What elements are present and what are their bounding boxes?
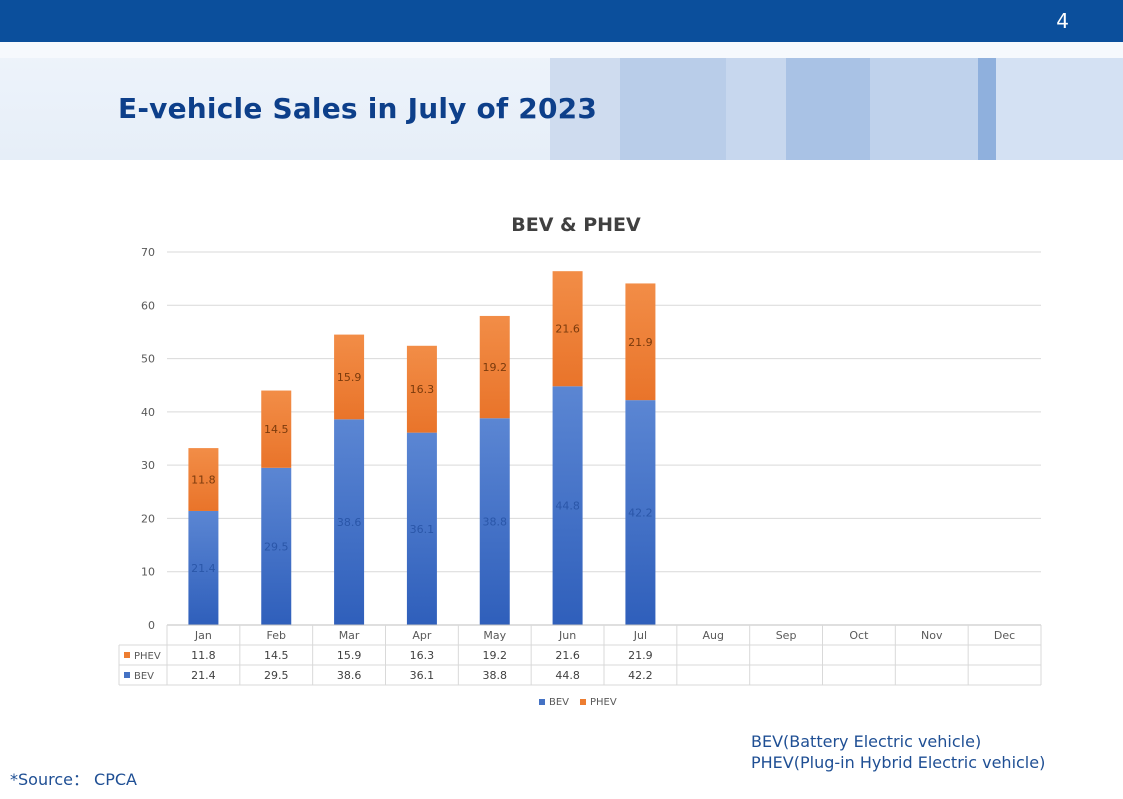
table-cell-value: 38.8 [483, 669, 508, 682]
banner-decoration [620, 58, 726, 160]
y-tick-label: 40 [141, 406, 155, 419]
bar-phev [261, 390, 292, 468]
x-category-label: Dec [994, 629, 1015, 642]
phev-note: PHEV(Plug-in Hybrid Electric vehicle) [751, 753, 1046, 772]
table-cell-value: 42.2 [628, 669, 653, 682]
banner-decoration [978, 58, 996, 160]
bar-phev [406, 345, 437, 433]
data-label-phev: 15.9 [337, 371, 362, 384]
page-title: E-vehicle Sales in July of 2023 [118, 92, 598, 125]
banner-decoration [996, 58, 1123, 160]
x-category-label: Nov [921, 629, 943, 642]
data-label-bev: 36.1 [410, 523, 435, 536]
bar-bev [406, 432, 437, 625]
legend-key-bev [539, 699, 545, 705]
table-legend-key [124, 652, 130, 658]
x-category-label: May [483, 629, 506, 642]
header-bar: 4 [0, 0, 1123, 42]
data-label-bev: 38.6 [337, 516, 362, 529]
data-label-bev: 29.5 [264, 540, 289, 553]
table-cell-value: 21.9 [628, 649, 653, 662]
y-tick-label: 10 [141, 566, 155, 579]
x-category-label: Oct [849, 629, 869, 642]
banner-decoration [726, 58, 786, 160]
table-cell-value: 38.6 [337, 669, 362, 682]
y-tick-label: 0 [148, 619, 155, 632]
table-cell-value: 15.9 [337, 649, 362, 662]
abbreviation-notes: BEV(Battery Electric vehicle) PHEV(Plug-… [751, 731, 1045, 773]
x-category-label: Jan [194, 629, 212, 642]
bar-phev [479, 315, 510, 419]
data-label-phev: 21.6 [555, 323, 580, 336]
x-category-label: Sep [776, 629, 797, 642]
bar-bev [261, 467, 292, 625]
bar-bev [188, 510, 219, 625]
table-series-name: PHEV [134, 651, 161, 662]
x-category-label: Apr [412, 629, 432, 642]
table-cell-value: 21.6 [555, 649, 580, 662]
table-cell-value: 36.1 [410, 669, 435, 682]
y-tick-label: 20 [141, 512, 155, 525]
table-cell-value: 14.5 [264, 649, 289, 662]
y-tick-label: 30 [141, 459, 155, 472]
legend-label-bev: BEV [549, 697, 569, 708]
data-label-phev: 16.3 [410, 383, 435, 396]
bar-bev [625, 400, 656, 625]
source-note: *Source： CPCA [10, 770, 137, 789]
table-cell-value: 44.8 [555, 669, 580, 682]
x-category-label: Feb [267, 629, 286, 642]
x-category-label: Aug [703, 629, 724, 642]
y-tick-label: 60 [141, 299, 155, 312]
y-tick-label: 70 [141, 246, 155, 259]
bar-phev [552, 271, 583, 387]
table-legend-key [124, 672, 130, 678]
banner-decoration [786, 58, 870, 160]
y-tick-label: 50 [141, 353, 155, 366]
page-number: 4 [1056, 9, 1069, 33]
bar-phev [188, 448, 219, 511]
banner-decoration [870, 58, 978, 160]
table-cell-value: 16.3 [410, 649, 435, 662]
bar-bev [552, 386, 583, 625]
banner-highlight [0, 42, 1123, 58]
banner-decoration [550, 58, 620, 160]
chart-title: BEV & PHEV [511, 214, 641, 236]
data-label-bev: 21.4 [191, 562, 216, 575]
data-label-bev: 38.8 [483, 516, 508, 529]
data-label-bev: 44.8 [555, 500, 580, 513]
bar-phev [625, 283, 656, 401]
data-label-phev: 11.8 [191, 474, 216, 487]
data-label-bev: 42.2 [628, 507, 653, 520]
title-banner [0, 42, 1123, 160]
bar-bev [334, 419, 365, 625]
legend-key-phev [580, 699, 586, 705]
table-series-name: BEV [134, 671, 154, 682]
x-category-label: Jun [558, 629, 576, 642]
table-cell-value: 11.8 [191, 649, 216, 662]
x-category-label: Mar [339, 629, 360, 642]
bar-phev [334, 334, 365, 420]
data-label-phev: 21.9 [628, 336, 653, 349]
bev-note: BEV(Battery Electric vehicle) [751, 732, 982, 751]
legend-label-phev: PHEV [590, 697, 617, 708]
data-label-phev: 14.5 [264, 423, 289, 436]
x-category-label: Jul [633, 629, 647, 642]
table-cell-value: 21.4 [191, 669, 216, 682]
bar-bev [479, 418, 510, 625]
table-cell-value: 29.5 [264, 669, 289, 682]
data-label-phev: 19.2 [483, 361, 508, 374]
table-cell-value: 19.2 [483, 649, 508, 662]
